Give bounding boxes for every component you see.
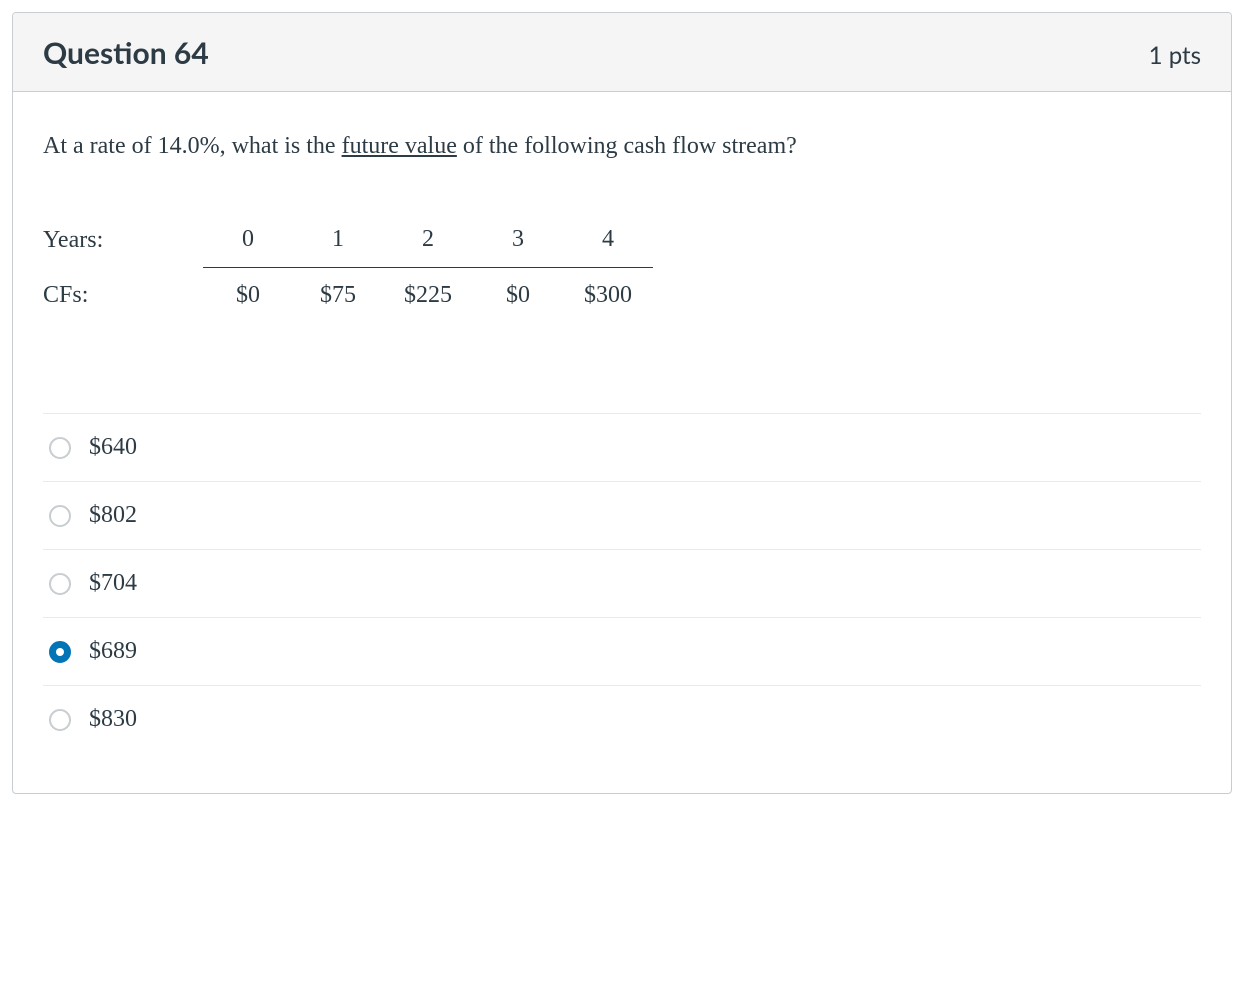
question-prompt: At a rate of 14.0%, what is the future v… [43, 130, 1201, 162]
table-row: Years: 0 1 2 3 4 [43, 212, 653, 268]
prompt-underlined: future value [342, 133, 457, 159]
prompt-text-before: At a rate of 14.0%, what is the [43, 133, 342, 159]
question-body: At a rate of 14.0%, what is the future v… [13, 92, 1231, 793]
year-cell: 1 [293, 212, 383, 268]
question-card: Question 64 1 pts At a rate of 14.0%, wh… [12, 12, 1232, 794]
cashflow-table: Years: 0 1 2 3 4 CFs: $0 $75 $225 $0 $30… [43, 212, 653, 323]
year-cell: 0 [203, 212, 293, 268]
answer-option[interactable]: $802 [43, 482, 1201, 550]
prompt-text-after: of the following cash flow stream? [457, 133, 797, 159]
answer-label: $704 [89, 570, 137, 597]
years-label: Years: [43, 212, 203, 268]
cf-cell: $0 [473, 268, 563, 324]
radio-icon [49, 573, 71, 595]
cf-cell: $75 [293, 268, 383, 324]
answer-label: $830 [89, 706, 137, 733]
answer-option[interactable]: $689 [43, 618, 1201, 686]
radio-icon [49, 437, 71, 459]
answer-label: $802 [89, 502, 137, 529]
year-cell: 2 [383, 212, 473, 268]
radio-icon [49, 709, 71, 731]
cf-cell: $0 [203, 268, 293, 324]
year-cell: 4 [563, 212, 653, 268]
answer-option[interactable]: $640 [43, 414, 1201, 482]
question-points: 1 pts [1149, 41, 1201, 70]
radio-icon [49, 505, 71, 527]
answer-option[interactable]: $704 [43, 550, 1201, 618]
answer-list: $640 $802 $704 $689 $830 [43, 413, 1201, 753]
answer-label: $689 [89, 638, 137, 665]
answer-option[interactable]: $830 [43, 686, 1201, 753]
question-title: Question 64 [43, 35, 209, 71]
radio-icon [49, 641, 71, 663]
cf-cell: $300 [563, 268, 653, 324]
answer-label: $640 [89, 434, 137, 461]
cf-cell: $225 [383, 268, 473, 324]
question-header: Question 64 1 pts [13, 13, 1231, 92]
table-row: CFs: $0 $75 $225 $0 $300 [43, 268, 653, 324]
cfs-label: CFs: [43, 268, 203, 324]
year-cell: 3 [473, 212, 563, 268]
